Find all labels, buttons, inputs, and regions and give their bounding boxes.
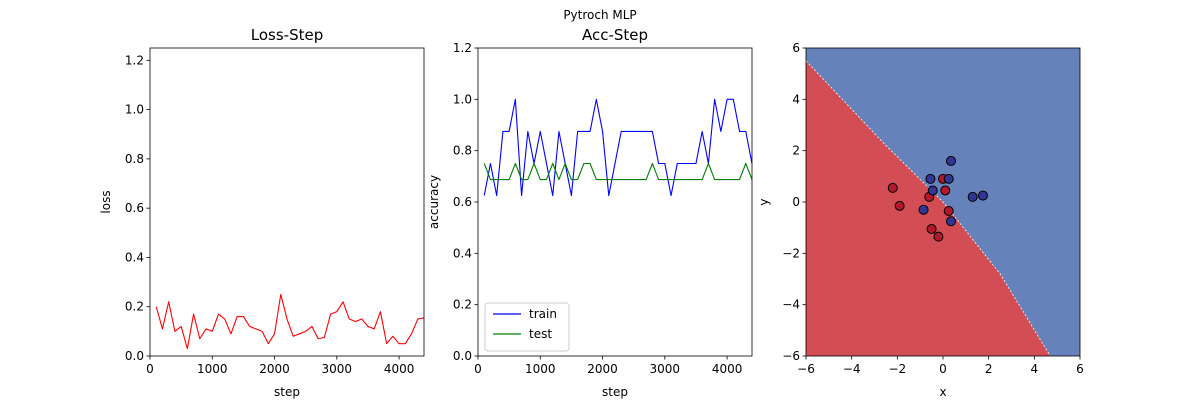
test-line [483,162,753,181]
y-tick-label-2-0: −6 [782,349,800,363]
loss-step-title: Loss-Step [251,26,323,44]
x-tick-label-0-2: 2000 [259,362,290,376]
scatter-point-1-6 [967,191,978,202]
y-tick-label-0-6: 1.2 [125,53,144,67]
x-tick-label-0-1: 1000 [197,362,228,376]
y-tick-label-2-5: 4 [792,92,800,106]
x-tick-label-1-3: 3000 [650,362,681,376]
y-tick-label-1-4: 0.8 [453,144,472,158]
x-tick-label-1-1: 1000 [525,362,556,376]
x-tick-label-0-0: 0 [146,362,154,376]
decision-boundary-line [806,60,1051,356]
y-tick-label-0-3: 0.6 [125,201,144,215]
legend-label-train: train [529,307,557,321]
y-tick-label-0-4: 0.8 [125,152,144,166]
acc-step-title: Acc-Step [582,26,648,44]
y-tick-label-0-0: 0.0 [125,349,144,363]
scatter-point-0-1 [894,200,905,211]
scatter-point-1-2 [918,204,929,215]
legend: train test [484,302,570,352]
figure-suptitle: Pytroch MLP [563,8,636,22]
y-tick-label-2-6: 6 [792,41,800,55]
scatter-point-0-3 [926,223,937,234]
y-tick-label-1-3: 0.6 [453,195,472,209]
x-tick-label-2-2: −2 [888,362,906,376]
scatter-point-1-7 [977,190,988,201]
legend-box [484,302,570,352]
y-tick-label-2-3: 0 [792,195,800,209]
decision-regions [806,48,1080,356]
x-tick-label-0-4: 4000 [384,362,415,376]
scatter-point-1-1 [927,185,938,196]
legend-label-test: test [529,327,552,341]
y-tick-label-2-1: −4 [782,298,800,312]
acc-step-ylabel: accuracy [427,175,441,229]
scatter-point-1-3 [943,173,954,184]
scatter-point-0-4 [933,231,944,242]
y-tick-label-0-2: 0.4 [125,250,144,264]
y-tick-label-1-0: 0.0 [453,349,472,363]
y-tick-label-0-5: 1.0 [125,103,144,117]
loss-step-xlabel: step [274,385,300,399]
x-tick-label-2-1: −4 [843,362,861,376]
y-tick-label-2-4: 2 [792,144,800,158]
decision-boundary-panel: x y −6 −4 −2 0 2 4 6 −6 −4 −2 0 2 4 6 [757,41,1084,399]
scatter-point-1-5 [945,216,956,227]
scatter-ylabel: y [757,198,771,205]
plot-frame-0 [149,47,425,357]
x-tick-label-2-6: 6 [1076,362,1084,376]
x-tick-label-2-3: 0 [939,362,947,376]
acc-step-xlabel: step [602,385,628,399]
x-tick-label-0-3: 3000 [322,362,353,376]
y-tick-label-2-2: −2 [782,246,800,260]
y-tick-label-1-5: 1.0 [453,92,472,106]
acc-step-panel: Acc-Step step accuracy 0 1000 2000 3000 4000… [427,26,753,399]
loss-step-panel: Loss-Step step loss 0 1000 2000 3000 4000 0.0… [99,26,425,399]
y-tick-label-1-2: 0.4 [453,246,472,260]
scatter-point-0-7 [943,205,954,216]
train-line [483,98,753,197]
scatter-point-0-6 [940,185,951,196]
y-tick-label-1-1: 0.2 [453,298,472,312]
loss-step-ylabel: loss [99,190,113,213]
x-tick-label-1-2: 2000 [587,362,618,376]
x-tick-label-2-0: −6 [797,362,815,376]
scatter-xlabel: x [939,385,946,399]
y-tick-label-0-1: 0.2 [125,300,144,314]
scatter-point-1-4 [945,155,956,166]
scatter-point-0-0 [887,182,898,193]
x-tick-label-2-5: 4 [1031,362,1039,376]
x-tick-label-2-4: 2 [985,362,993,376]
x-tick-label-1-4: 4000 [712,362,743,376]
x-tick-label-1-0: 0 [474,362,482,376]
y-tick-label-1-6: 1.2 [453,41,472,55]
scatter-point-1-0 [925,173,936,184]
loss-line [155,293,425,350]
